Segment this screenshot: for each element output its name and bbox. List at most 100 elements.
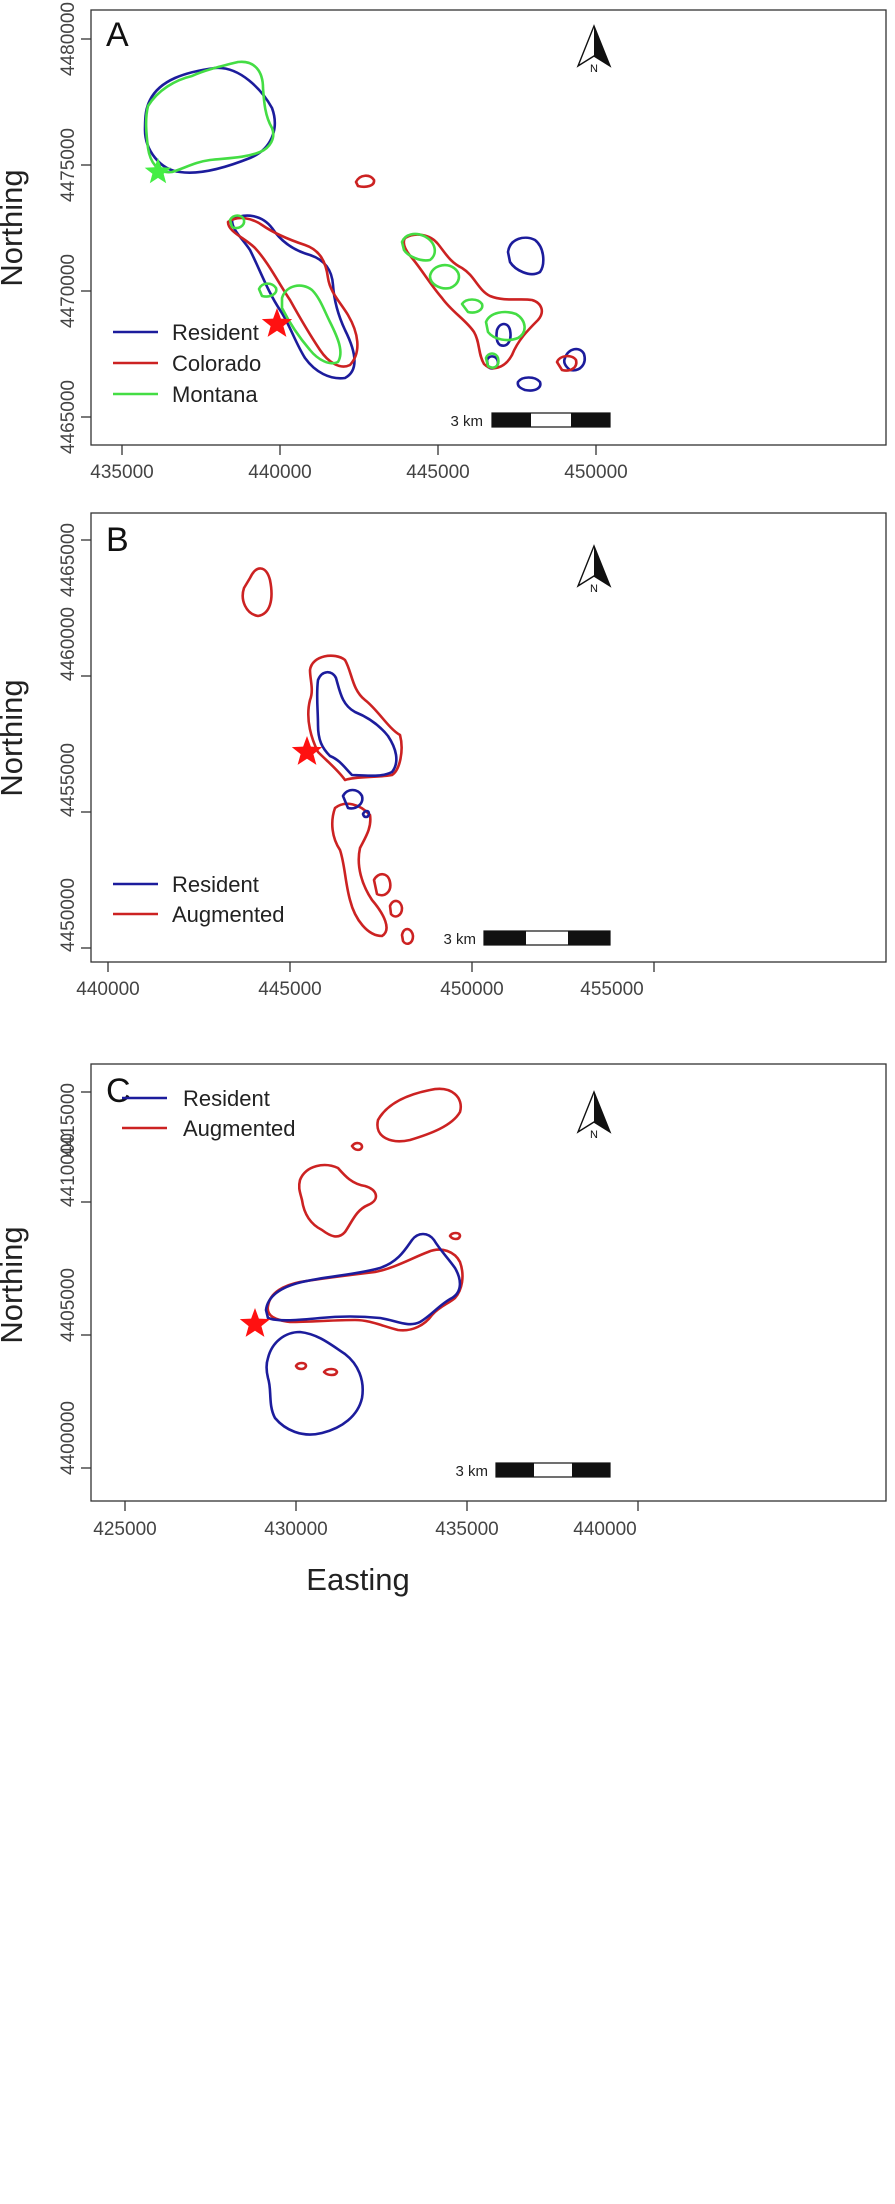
panel-a-montana-contour-east-4 xyxy=(484,310,526,342)
panel-c-y-axis-label: Northing xyxy=(0,1226,29,1343)
panel-c-augmented-contour-north-1 xyxy=(376,1087,463,1143)
panel-b-x-tick-label: 445000 xyxy=(258,979,321,1000)
panel-a-x-tick-label: 445000 xyxy=(406,462,469,483)
panel-b-north-arrow-icon: N xyxy=(576,544,612,595)
panel-c-legend: Resident Augmented xyxy=(122,1086,296,1141)
panel-b-release-star-icon xyxy=(291,736,323,765)
panel-c-augmented-contour-north-3 xyxy=(350,1141,364,1152)
panel-a-north-arrow-icon: N xyxy=(576,24,612,75)
panel-a-legend: Resident Colorado Montana xyxy=(113,320,261,407)
panel-c-scale-segment xyxy=(572,1463,610,1477)
panel-b-scale-segment xyxy=(484,931,526,945)
panel-b-y-tick-label: 4450000 xyxy=(58,878,79,952)
panel-a-montana-contour-east-3 xyxy=(460,298,484,314)
panel-c-augmented-contour-central xyxy=(266,1248,464,1332)
panel-b-y-axis-label: Northing xyxy=(0,679,29,796)
panel-b-scale-label: 3 km xyxy=(443,931,476,948)
panel-c-x-tick-label: 435000 xyxy=(435,1519,498,1540)
panel-b-augmented-contour-south-4 xyxy=(400,927,415,946)
panel-b-resident-contour-south-1 xyxy=(341,788,364,810)
panel-c-x-tick-label: 425000 xyxy=(93,1519,156,1540)
panel-a-y-tick-label: 4480000 xyxy=(58,2,79,76)
panel-a-scale-bar: 3 km xyxy=(450,412,611,430)
panel-a-resident-contour-east-1 xyxy=(506,236,545,276)
panel-a-north-label: N xyxy=(590,63,598,75)
panel-a-y-tick-label: 4470000 xyxy=(58,254,79,328)
panel-b-augmented-contour-central xyxy=(306,654,403,782)
panel-b-x-tick-label: 450000 xyxy=(440,979,503,1000)
panel-c-x-tick-label: 440000 xyxy=(573,1519,636,1540)
x-axis-label: Easting xyxy=(306,1562,409,1597)
panel-b-resident-contour-central xyxy=(315,670,398,778)
panel-c-y-tick-label: 4415000 xyxy=(58,1083,79,1157)
panel-b-y-tick-label: 4465000 xyxy=(58,523,79,597)
panel-b-x-tick-label: 455000 xyxy=(580,979,643,1000)
panel-b-resident-contour-south-2 xyxy=(361,809,371,819)
panel-b-augmented-contour-south-1 xyxy=(330,802,388,938)
panel-a-legend-label-resident: Resident xyxy=(172,320,259,345)
panel-c-augmented-contour-south-2 xyxy=(322,1367,339,1377)
panel-b: B 440000 445000 450000 455000 4450000 44… xyxy=(0,512,887,1000)
panel-b-y-tick-label: 4455000 xyxy=(58,743,79,817)
panel-a-montana-contour-central-1 xyxy=(280,284,342,365)
panel-a-x-tick-label: 440000 xyxy=(248,462,311,483)
panel-a-scale-segment xyxy=(571,413,610,427)
panel-b-scale-segment xyxy=(568,931,610,945)
panel-a-x-tick-label: 435000 xyxy=(90,462,153,483)
panel-c-scale-label: 3 km xyxy=(455,1463,488,1480)
panel-c-resident-contour-south xyxy=(265,1330,364,1436)
panel-a-resident-contour-central xyxy=(230,214,356,380)
panel-c-y-tick-label: 4405000 xyxy=(58,1268,79,1342)
panel-c-augmented-contour-east-small xyxy=(448,1231,462,1241)
panel-b-augmented-contour-north xyxy=(241,567,273,618)
panel-a: A 435000 440000 445000 450000 4465000 44… xyxy=(0,2,887,483)
panel-c-north-label: N xyxy=(590,1129,598,1141)
panel-b-legend: Resident Augmented xyxy=(113,872,285,927)
panel-a-colorado-release-star-icon xyxy=(261,308,293,337)
panel-a-colorado-contour-small xyxy=(555,354,578,372)
panel-b-augmented-contour-south-3 xyxy=(388,899,404,918)
panel-a-montana-contour-east-5 xyxy=(484,352,500,369)
panel-a-resident-contour-west xyxy=(143,66,277,174)
panel-c-legend-label-augmented: Augmented xyxy=(183,1116,296,1141)
panel-a-legend-label-montana: Montana xyxy=(172,382,258,407)
panel-b-scale-bar: 3 km xyxy=(443,930,611,948)
panel-c-north-arrow-icon: N xyxy=(576,1090,612,1141)
panel-b-x-tick-label: 440000 xyxy=(76,979,139,1000)
panel-b-legend-label-resident: Resident xyxy=(172,872,259,897)
panel-c-scale-bar: 3 km xyxy=(455,1462,611,1480)
panel-a-resident-contour-east-4 xyxy=(562,347,586,372)
panel-a-y-axis-label: Northing xyxy=(0,169,29,286)
panel-c-augmented-contour-south-1 xyxy=(294,1361,308,1371)
panel-c-resident-contour-central xyxy=(264,1232,462,1326)
panel-a-resident-contour-east-3 xyxy=(516,376,542,392)
panel-a-y-tick-label: 4465000 xyxy=(58,380,79,454)
panel-b-y-tick-label: 4460000 xyxy=(58,607,79,681)
panel-a-scale-segment xyxy=(492,413,531,427)
panel-a-x-tick-label: 450000 xyxy=(564,462,627,483)
panel-a-montana-contour-central-3 xyxy=(228,214,246,230)
panel-c-augmented-contour-north-2 xyxy=(297,1163,378,1238)
panel-b-letter: B xyxy=(106,521,129,559)
panel-a-colorado-contour-north xyxy=(354,174,376,189)
panel-c: C 425000 430000 435000 440000 4400000 44… xyxy=(0,1063,887,1540)
panel-a-montana-contour-east-2 xyxy=(428,263,461,290)
panel-b-frame xyxy=(90,512,887,963)
panel-c-legend-label-resident: Resident xyxy=(183,1086,270,1111)
panel-c-release-star-icon xyxy=(239,1308,271,1337)
panel-a-legend-label-colorado: Colorado xyxy=(172,351,261,376)
panel-b-augmented-contour-south-2 xyxy=(372,872,392,897)
panel-c-x-tick-label: 430000 xyxy=(264,1519,327,1540)
panel-c-letter: C xyxy=(106,1072,131,1110)
panel-a-letter: A xyxy=(106,16,129,54)
panel-b-north-label: N xyxy=(590,583,598,595)
panel-a-frame xyxy=(90,9,887,446)
panel-c-y-tick-label: 4410000 xyxy=(58,1133,79,1207)
panel-c-frame xyxy=(90,1063,887,1502)
panel-a-y-tick-label: 4475000 xyxy=(58,128,79,202)
panel-a-scale-label: 3 km xyxy=(450,413,483,430)
panel-a-resident-contour-east-2 xyxy=(495,322,512,347)
panel-c-scale-segment xyxy=(496,1463,534,1477)
panel-b-legend-label-augmented: Augmented xyxy=(172,902,285,927)
